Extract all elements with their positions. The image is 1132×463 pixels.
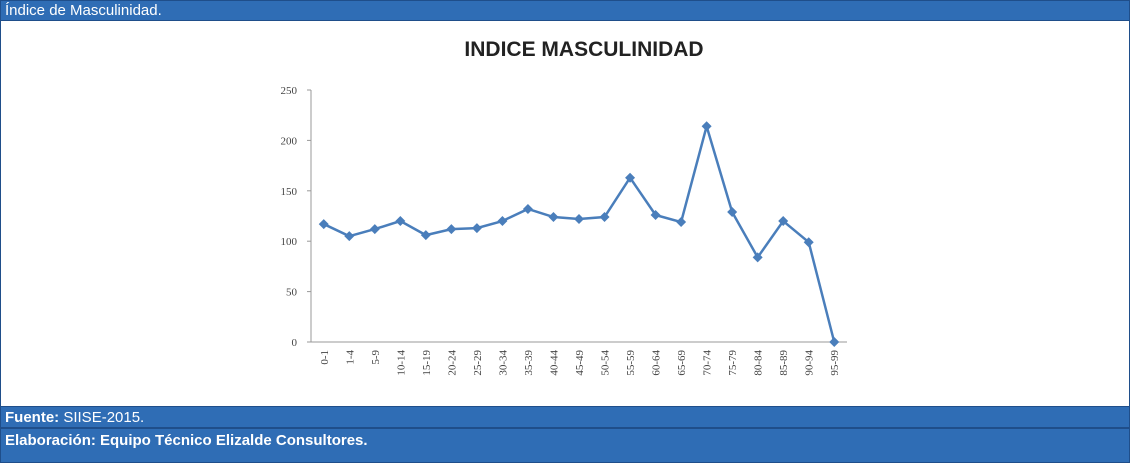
point-marker (650, 209, 661, 220)
point-marker (701, 121, 712, 132)
x-tick-label: 10-14 (395, 350, 407, 376)
x-tick-label: 35-39 (523, 350, 535, 376)
x-tick-label: 30-34 (497, 350, 509, 376)
x-tick-label: 15-19 (421, 350, 433, 376)
point-marker (446, 224, 457, 235)
x-tick-label: 40-44 (548, 350, 560, 376)
x-tick-label: 90-94 (804, 350, 816, 376)
chart-title: INDICE MASCULINIDAD (464, 38, 703, 61)
point-marker (369, 224, 380, 235)
point-marker (625, 172, 636, 183)
point-marker (829, 337, 840, 347)
point-marker (522, 203, 533, 214)
x-tick-label: 55-59 (625, 350, 637, 376)
point-marker (420, 230, 431, 241)
point-marker (318, 219, 329, 230)
point-marker (471, 223, 482, 234)
credit: Elaboración: Equipo Técnico Elizalde Con… (5, 432, 368, 449)
point-marker (344, 231, 355, 242)
y-tick-label: 150 (281, 186, 298, 198)
y-tick-label: 0 (292, 337, 298, 349)
x-tick-label: 25-29 (472, 350, 484, 376)
x-tick-label: 65-69 (676, 350, 688, 376)
point-marker (676, 217, 687, 228)
point-marker (574, 214, 584, 225)
point-marker (803, 237, 814, 248)
point-marker (752, 252, 763, 263)
y-tick-label: 50 (286, 287, 298, 299)
y-tick-label: 100 (281, 236, 298, 248)
chart: INDICE MASCULINIDAD 0 50 100 150 200 250 0-1 1-… (281, 38, 847, 376)
credit-bar: Elaboración: Equipo Técnico Elizalde Con… (0, 428, 1130, 463)
x-tick-label: 95-99 (829, 350, 841, 376)
x-tick-label: 75-79 (727, 350, 739, 376)
x-tick-label: 70-74 (702, 350, 714, 376)
y-tick-label: 200 (281, 135, 298, 147)
x-tick-label: 85-89 (778, 350, 790, 376)
source-bar: Fuente: SIISE-2015. (0, 406, 1130, 428)
header-title: Índice de Masculinidad. (5, 2, 162, 19)
chart-frame: INDICE MASCULINIDAD 0 50 100 150 200 250 0-1 1-… (0, 21, 1130, 406)
header-bar: Índice de Masculinidad. (0, 0, 1130, 21)
point-marker (599, 212, 610, 223)
x-tick-label: 1-4 (344, 350, 356, 365)
point-marker (727, 206, 738, 217)
x-tick-label: 0-1 (319, 350, 331, 365)
source-label: Fuente: (5, 409, 60, 426)
x-tick-label: 45-49 (574, 350, 586, 376)
point-marker (548, 212, 559, 223)
source: SIISE-2015. (63, 409, 145, 426)
point-marker (778, 216, 789, 227)
x-tick-label: 50-54 (600, 350, 612, 376)
point-marker (395, 216, 406, 227)
x-tick-label: 20-24 (446, 350, 458, 376)
point-marker (497, 216, 508, 227)
y-tick-label: 250 (281, 85, 298, 97)
x-tick-label: 80-84 (753, 350, 765, 376)
series-line (323, 121, 836, 343)
x-tick-label: 60-64 (651, 350, 663, 376)
x-tick-label: 5-9 (370, 350, 382, 365)
